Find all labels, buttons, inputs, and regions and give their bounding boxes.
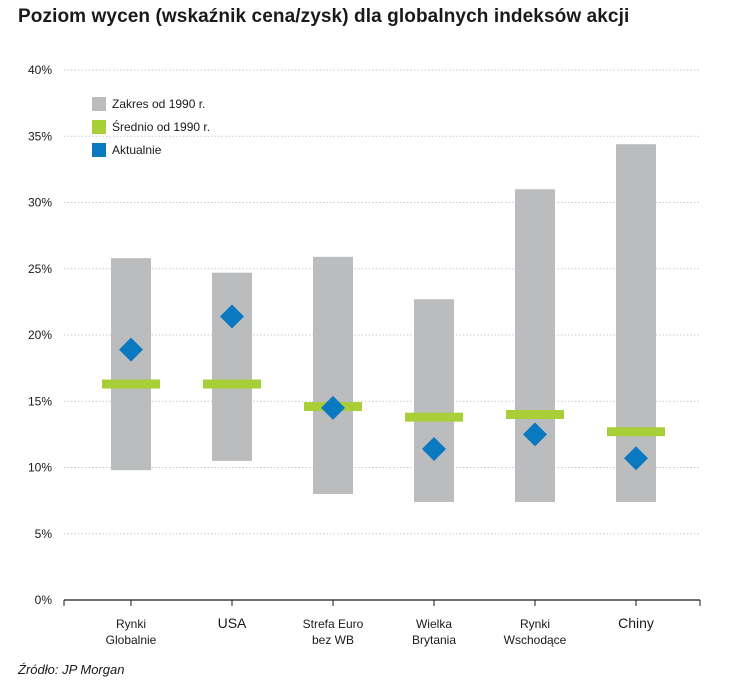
legend: Zakres od 1990 r. Średnio od 1990 r. Aktua…	[92, 97, 210, 157]
range-bar	[212, 272, 252, 461]
category-label: Strefa Euro bez WB	[303, 617, 364, 647]
category-label: Rynki Wschodące	[504, 617, 567, 647]
x-axis	[63, 599, 701, 606]
chart-title: Poziom wycen (wskaźnik cena/zysk) dla gl…	[18, 6, 630, 27]
source-note: Źródło: JP Morgan	[18, 662, 125, 677]
y-tick-label: 15%	[28, 394, 52, 408]
gridlines	[64, 69, 700, 535]
y-tick-label: 20%	[28, 328, 52, 342]
legend-swatch-range	[92, 97, 106, 111]
y-tick-label: 35%	[28, 129, 52, 143]
y-tick-label: 10%	[28, 461, 52, 475]
legend-label-current: Aktualnie	[112, 143, 162, 157]
average-marker	[102, 379, 160, 389]
legend-swatch-current	[92, 143, 106, 157]
average-markers	[102, 379, 665, 437]
y-tick-label: 30%	[28, 196, 52, 210]
current-marker	[321, 395, 345, 420]
category-label: Chiny	[618, 615, 654, 631]
y-tick-label: 5%	[35, 527, 53, 541]
average-marker	[607, 427, 665, 437]
range-bar	[111, 258, 151, 471]
category-label: USA	[218, 615, 247, 631]
average-marker	[506, 410, 564, 419]
chart-plot: 0% 5% 10% 15% 20% 25% 30% 35% 40% Rynki Globalnie…	[28, 63, 701, 647]
average-marker	[405, 412, 463, 422]
current-marker	[624, 446, 648, 471]
range-bar	[515, 189, 555, 502]
range-bar	[414, 299, 454, 502]
range-bar	[616, 144, 656, 502]
average-marker	[203, 379, 261, 389]
range-bars	[111, 144, 656, 502]
current-marker	[523, 422, 547, 447]
current-marker	[422, 436, 446, 461]
current-markers	[119, 304, 648, 471]
category-labels: Rynki Globalnie USA Strefa Euro bez WB Wielka…	[106, 615, 654, 647]
y-tick-label: 0%	[35, 593, 53, 607]
range-bar	[313, 256, 353, 494]
current-marker	[220, 304, 244, 329]
y-tick-label: 25%	[28, 262, 52, 276]
legend-label-range: Zakres od 1990 r.	[112, 97, 205, 111]
category-label: Wielka Brytania	[412, 617, 456, 647]
legend-swatch-avg	[92, 120, 106, 134]
current-marker	[119, 337, 143, 362]
legend-label-avg: Średnio od 1990 r.	[112, 119, 210, 134]
category-label: Rynki Globalnie	[106, 617, 157, 647]
y-axis-ticks: 0% 5% 10% 15% 20% 25% 30% 35% 40%	[28, 63, 52, 607]
y-tick-label: 40%	[28, 63, 52, 77]
